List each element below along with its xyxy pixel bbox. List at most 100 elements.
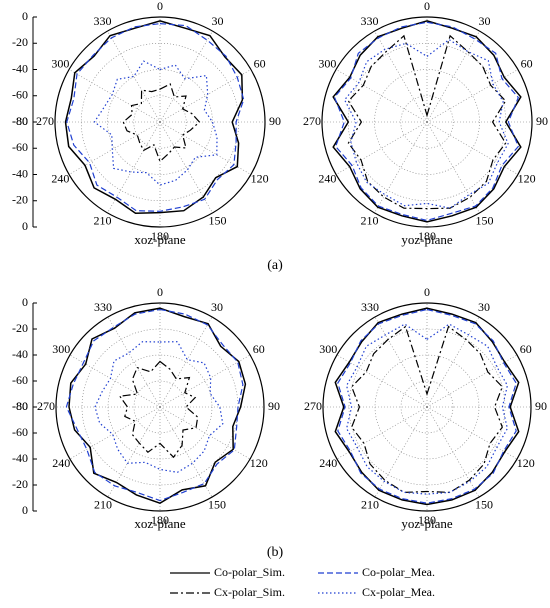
- angle-label: 300: [319, 342, 337, 356]
- outer-ring: [55, 302, 265, 512]
- angle-label: 330: [361, 14, 379, 28]
- grid-ring: [107, 69, 213, 175]
- radial-tick-label: 0: [22, 295, 28, 309]
- grid-ring: [400, 380, 454, 434]
- legend-label: Cx-polar_Mea.: [362, 585, 435, 599]
- radial-tick-label: -60: [12, 373, 28, 387]
- radial-tick-label: -20: [12, 35, 28, 49]
- series-line: [66, 22, 245, 212]
- angle-label: 270: [304, 399, 322, 413]
- series-line: [337, 308, 517, 504]
- angle-label: 120: [518, 171, 536, 185]
- grid-spoke: [374, 30, 428, 123]
- angle-label: 30: [478, 300, 490, 314]
- plane-caption: yoz-plane: [401, 232, 452, 247]
- angle-label: 180: [418, 229, 436, 243]
- grid-spoke: [159, 406, 251, 460]
- grid-spoke: [69, 406, 161, 460]
- angle-label: 30: [211, 300, 223, 314]
- radial-tick-label: -40: [12, 166, 28, 180]
- angle-label: 180: [151, 513, 169, 527]
- series-line: [347, 34, 507, 210]
- angle-label: 330: [361, 300, 379, 314]
- radial-tick-label: -60: [12, 140, 28, 154]
- grid-ring: [133, 95, 187, 149]
- grid-spoke: [159, 69, 252, 123]
- angle-label: 30: [212, 14, 224, 28]
- grid-spoke: [426, 316, 480, 408]
- angle-label: 90: [535, 399, 547, 413]
- series-line: [94, 341, 224, 473]
- radial-tick-label: 0: [22, 9, 28, 23]
- radial-tick-label: -40: [12, 61, 28, 75]
- series-line: [333, 21, 519, 222]
- grid-spoke: [426, 69, 519, 123]
- plane-caption: xoz-plane: [134, 516, 185, 531]
- radial-tick-label: -20: [12, 193, 28, 207]
- angle-label: 0: [424, 0, 430, 13]
- grid-spoke: [426, 121, 480, 214]
- radial-tick-label: 0: [22, 219, 28, 233]
- series-line: [334, 307, 520, 506]
- series-line: [93, 60, 218, 186]
- series-line: [65, 308, 244, 502]
- grid-spoke: [159, 316, 213, 408]
- plane-caption: xoz-plane: [134, 232, 185, 247]
- angle-label: 150: [208, 497, 226, 511]
- radial-tick-label: -20: [12, 321, 28, 335]
- legend-label: Co-polar_Mea.: [362, 565, 435, 579]
- angle-label: 240: [52, 456, 70, 470]
- angle-label: 270: [36, 114, 54, 128]
- grid-spoke: [336, 406, 428, 460]
- grid-ring: [400, 95, 454, 149]
- radial-tick-label: -40: [12, 347, 28, 361]
- grid-ring: [374, 69, 480, 175]
- legend-label: Co-polar_Sim.: [214, 565, 285, 579]
- radial-tick-label: 0: [22, 503, 28, 517]
- angle-label: 270: [303, 114, 321, 128]
- angle-label: 60: [254, 56, 266, 70]
- radial-tick-label: -20: [12, 477, 28, 491]
- grid-spoke: [426, 30, 480, 123]
- radial-tick-label: -80: [12, 399, 28, 413]
- radial-tick-label: -80: [12, 114, 28, 128]
- angle-label: 180: [151, 229, 169, 243]
- angle-label: 210: [361, 497, 379, 511]
- grid-spoke: [374, 121, 428, 214]
- grid-spoke: [426, 354, 518, 408]
- angle-label: 150: [475, 497, 493, 511]
- series-line: [64, 20, 244, 215]
- outer-ring: [54, 16, 266, 228]
- angle-label: 210: [94, 213, 112, 227]
- radial-tick-label: -60: [12, 88, 28, 102]
- angle-label: 210: [361, 213, 379, 227]
- grid-spoke: [107, 121, 161, 214]
- grid-spoke: [159, 30, 213, 123]
- grid-spoke: [336, 354, 428, 408]
- angle-label: 0: [157, 0, 163, 13]
- angle-label: 60: [253, 342, 265, 356]
- panel-label: (a): [267, 258, 283, 273]
- grid-spoke: [159, 406, 213, 498]
- grid-spoke: [335, 121, 428, 175]
- angle-label: 240: [318, 171, 336, 185]
- angle-label: 120: [251, 171, 269, 185]
- radial-tick-label: -40: [12, 451, 28, 465]
- series-line: [68, 307, 247, 505]
- angle-label: 90: [536, 114, 548, 128]
- series-line: [351, 325, 503, 494]
- grid-spoke: [159, 354, 251, 408]
- angle-label: 90: [268, 399, 280, 413]
- series-line: [345, 323, 509, 495]
- panel-label: (b): [267, 545, 284, 560]
- grid-spoke: [107, 406, 161, 498]
- angle-label: 60: [521, 56, 533, 70]
- angle-label: 30: [479, 14, 491, 28]
- angle-label: 300: [318, 56, 336, 70]
- angle-label: 240: [319, 456, 337, 470]
- grid-spoke: [107, 316, 161, 408]
- grid-spoke: [107, 30, 161, 123]
- series-line: [332, 20, 522, 223]
- grid-spoke: [426, 121, 519, 175]
